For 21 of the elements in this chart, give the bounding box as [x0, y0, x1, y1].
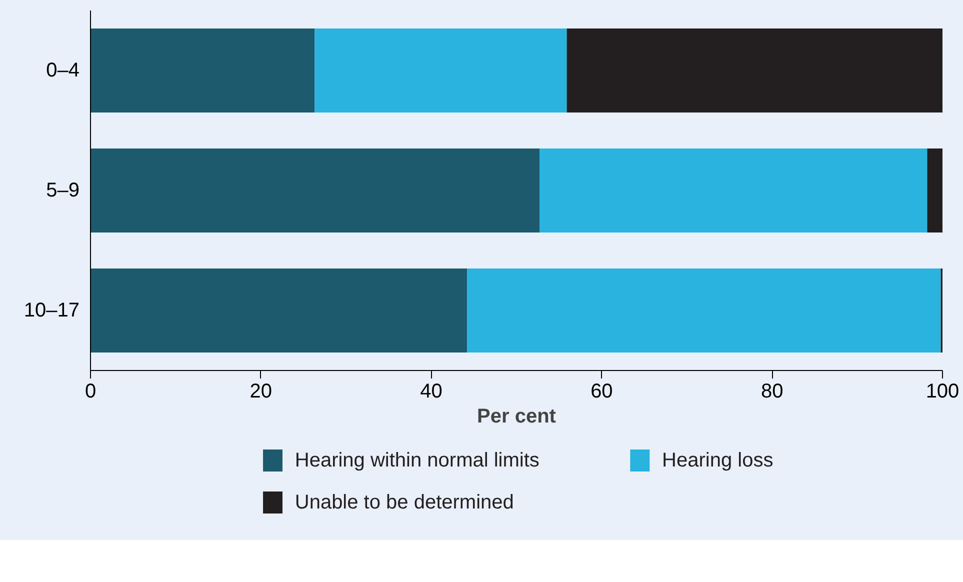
bar [90, 148, 540, 232]
x-tick-label: 100 [926, 380, 960, 402]
y-tick-label: 5–9 [46, 180, 80, 202]
bar [540, 148, 928, 232]
x-tick-label: 60 [590, 380, 613, 402]
bar [566, 28, 942, 112]
y-tick-label: 10–17 [24, 300, 80, 322]
bar [90, 268, 468, 352]
x-tick-label: 80 [760, 380, 784, 402]
bar [90, 28, 315, 112]
bar [314, 28, 567, 112]
legend-label: Hearing within normal limits [294, 450, 540, 472]
x-axis-title: Per cent [477, 406, 556, 428]
x-tick-label: 40 [420, 380, 442, 402]
legend-label: Hearing loss [662, 450, 774, 472]
bar [927, 148, 942, 232]
bar [467, 268, 941, 352]
legend-label: Unable to be determined [294, 492, 514, 514]
y-tick-label: 0–4 [46, 60, 80, 82]
x-tick-label: 20 [250, 380, 272, 402]
x-tick-label: 0 [84, 380, 96, 402]
